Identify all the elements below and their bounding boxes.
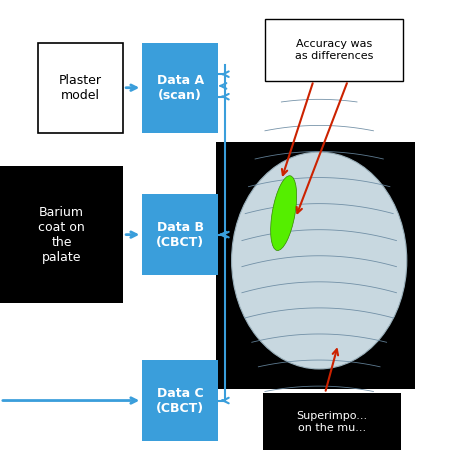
Text: Plaster
model: Plaster model [59, 73, 102, 102]
Text: Accuracy was
as differences: Accuracy was as differences [295, 39, 374, 61]
Bar [0, 166, 123, 303]
Bar [142, 43, 218, 133]
Ellipse shape [271, 176, 297, 250]
Text: Data A
(scan): Data A (scan) [156, 73, 204, 102]
Bar [216, 142, 415, 389]
Bar [142, 360, 218, 441]
Text: Barium
coat on
the
palate: Barium coat on the palate [38, 206, 85, 264]
Bar [265, 19, 403, 81]
Bar [263, 393, 401, 450]
Text: Superimpo...
on the mu...: Superimpo... on the mu... [296, 411, 367, 433]
Text: Data C
(CBCT): Data C (CBCT) [156, 386, 204, 415]
Bar [38, 43, 123, 133]
Text: Data B
(CBCT): Data B (CBCT) [156, 220, 204, 249]
Ellipse shape [232, 152, 407, 369]
Bar [142, 194, 218, 275]
